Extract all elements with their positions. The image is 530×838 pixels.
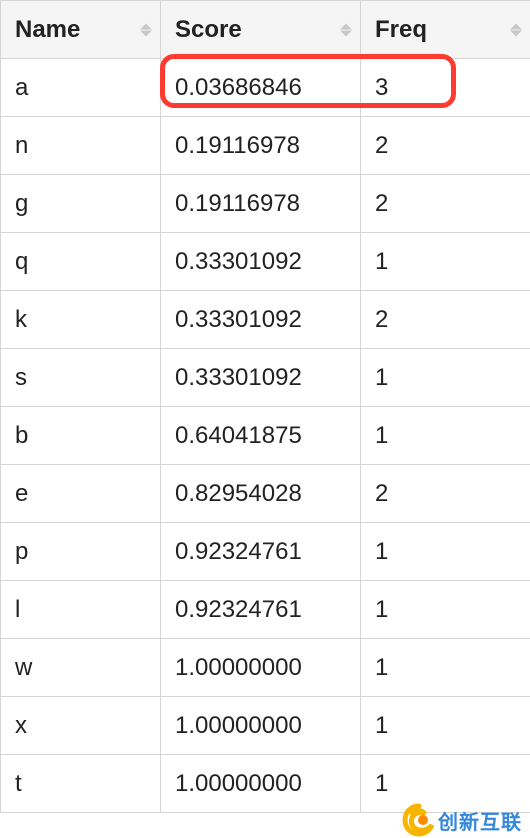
watermark-logo: 创新互联 — [402, 803, 522, 837]
cell-name: s — [1, 349, 161, 407]
swirl-icon — [402, 803, 436, 837]
column-header-label: Score — [175, 16, 242, 43]
cell-name: n — [1, 117, 161, 175]
cell-freq: 2 — [361, 291, 530, 349]
table-row: p0.923247611 — [1, 523, 530, 581]
table-row: w1.000000001 — [1, 639, 530, 697]
cell-name: a — [1, 59, 161, 117]
cell-score: 0.82954028 — [161, 465, 361, 523]
data-table: Name Score Freq — [0, 0, 530, 813]
cell-freq: 1 — [361, 697, 530, 755]
cell-score: 0.03686846 — [161, 59, 361, 117]
cell-freq: 1 — [361, 523, 530, 581]
table-row: g0.191169782 — [1, 175, 530, 233]
cell-freq: 2 — [361, 117, 530, 175]
cell-score: 0.33301092 — [161, 349, 361, 407]
table-row: a0.036868463 — [1, 59, 530, 117]
table-body: a0.036868463 n0.191169782 g0.191169782 q… — [1, 59, 530, 813]
watermark-text: 创新互联 — [438, 806, 522, 835]
cell-freq: 1 — [361, 407, 530, 465]
table-header-row: Name Score Freq — [1, 1, 530, 59]
cell-score: 0.19116978 — [161, 117, 361, 175]
cell-name: k — [1, 291, 161, 349]
cell-name: w — [1, 639, 161, 697]
column-header-label: Freq — [375, 16, 427, 43]
cell-name: l — [1, 581, 161, 639]
column-header-name[interactable]: Name — [1, 1, 161, 59]
cell-score: 1.00000000 — [161, 697, 361, 755]
cell-score: 0.19116978 — [161, 175, 361, 233]
cell-freq: 2 — [361, 175, 530, 233]
sort-icon[interactable] — [340, 23, 352, 36]
table-row: l0.923247611 — [1, 581, 530, 639]
cell-score: 1.00000000 — [161, 639, 361, 697]
cell-score: 0.92324761 — [161, 523, 361, 581]
cell-name: p — [1, 523, 161, 581]
column-header-score[interactable]: Score — [161, 1, 361, 59]
table-row: x1.000000001 — [1, 697, 530, 755]
sort-icon[interactable] — [140, 23, 152, 36]
table-row: s0.333010921 — [1, 349, 530, 407]
table-row: k0.333010922 — [1, 291, 530, 349]
cell-score: 0.33301092 — [161, 291, 361, 349]
column-header-freq[interactable]: Freq — [361, 1, 530, 59]
cell-freq: 1 — [361, 349, 530, 407]
cell-freq: 1 — [361, 233, 530, 291]
cell-score: 0.64041875 — [161, 407, 361, 465]
table-row: b0.640418751 — [1, 407, 530, 465]
cell-name: e — [1, 465, 161, 523]
cell-name: g — [1, 175, 161, 233]
cell-name: t — [1, 755, 161, 813]
cell-freq: 1 — [361, 639, 530, 697]
table-row: e0.829540282 — [1, 465, 530, 523]
column-header-label: Name — [15, 16, 80, 43]
cell-score: 1.00000000 — [161, 755, 361, 813]
cell-name: x — [1, 697, 161, 755]
table-row: n0.191169782 — [1, 117, 530, 175]
cell-freq: 1 — [361, 581, 530, 639]
table-row: q0.333010921 — [1, 233, 530, 291]
sort-icon[interactable] — [510, 23, 522, 36]
cell-name: q — [1, 233, 161, 291]
cell-name: b — [1, 407, 161, 465]
cell-score: 0.92324761 — [161, 581, 361, 639]
cell-freq: 2 — [361, 465, 530, 523]
cell-score: 0.33301092 — [161, 233, 361, 291]
cell-freq: 3 — [361, 59, 530, 117]
